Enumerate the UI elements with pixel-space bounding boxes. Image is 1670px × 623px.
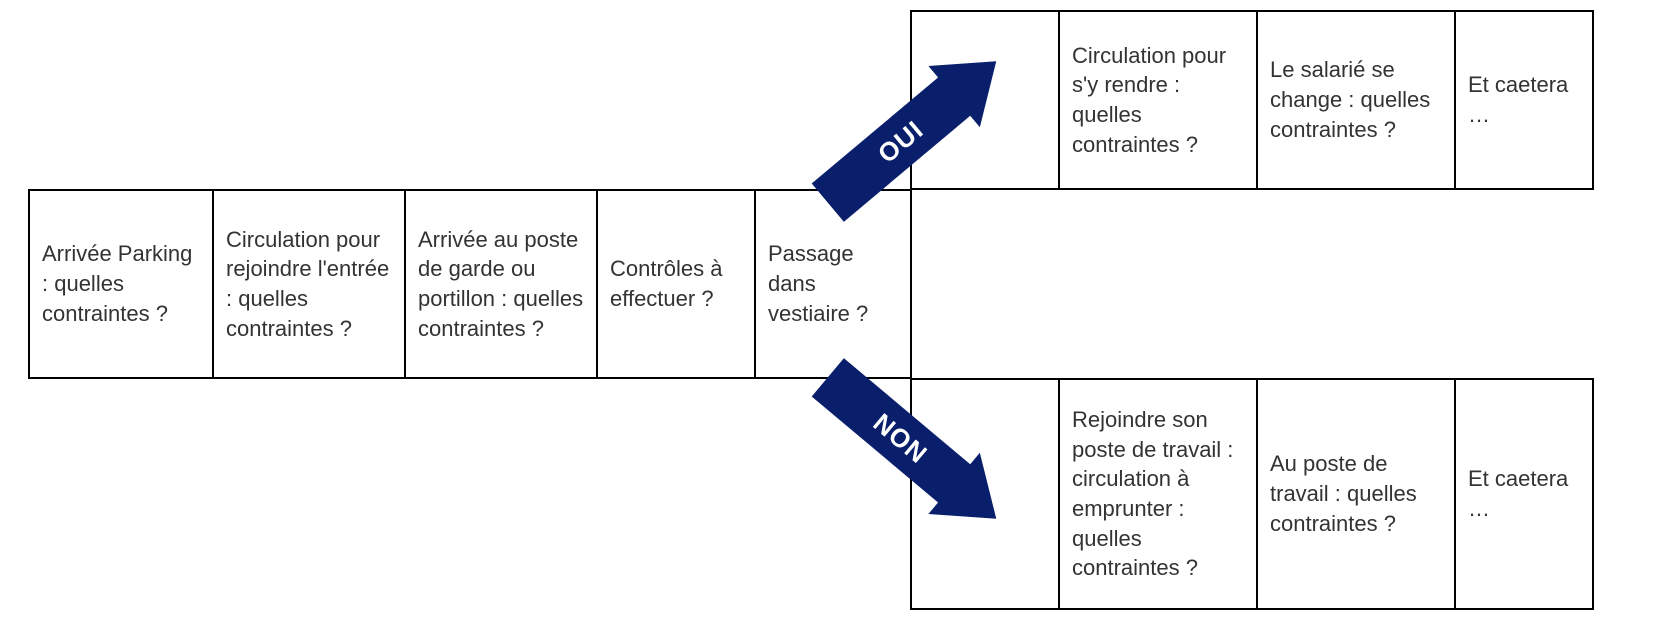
flow-cell-n3: Arrivée au poste de garde ou portillon :… [404, 189, 598, 379]
flow-cell-n2: Circulation pour rejoindre l'entrée : qu… [212, 189, 406, 379]
flow-cell-text: Circulation pour s'y rendre : quelles co… [1072, 41, 1244, 160]
flow-cell-n8: Et caetera … [1454, 10, 1594, 190]
flow-cell-n6: Circulation pour s'y rendre : quelles co… [1058, 10, 1258, 190]
flow-cell-text: Et caetera … [1468, 70, 1580, 129]
flow-cell-n5: Passage dans vestiaire ? [754, 189, 912, 379]
flow-cell-text: Arrivée Parking : quelles contraintes ? [42, 239, 200, 328]
flow-cell-text: Passage dans vestiaire ? [768, 239, 898, 328]
flow-cell-text: Arrivée au poste de garde ou portillon :… [418, 225, 584, 344]
flow-cell-text: Rejoindre son poste de travail : circula… [1072, 405, 1244, 583]
flow-cell-n9: Rejoindre son poste de travail : circula… [1058, 378, 1258, 610]
flow-cell-n10: Au poste de travail : quelles contrainte… [1256, 378, 1456, 610]
flowchart-canvas: Arrivée Parking : quelles contraintes ? C… [0, 0, 1670, 623]
flow-cell-n1: Arrivée Parking : quelles contraintes ? [28, 189, 214, 379]
flow-cell-n4: Contrôles à effectuer ? [596, 189, 756, 379]
flow-cell-text: Et caetera … [1468, 464, 1580, 523]
flow-cell-n7: Le salarié se change : quelles contraint… [1256, 10, 1456, 190]
flow-cell-text: Contrôles à effectuer ? [610, 254, 742, 313]
flow-cell-text: Circulation pour rejoindre l'entrée : qu… [226, 225, 392, 344]
flow-cell-text: Le salarié se change : quelles contraint… [1270, 55, 1442, 144]
flow-cell-text: Au poste de travail : quelles contrainte… [1270, 449, 1442, 538]
flow-cell-n11: Et caetera … [1454, 378, 1594, 610]
